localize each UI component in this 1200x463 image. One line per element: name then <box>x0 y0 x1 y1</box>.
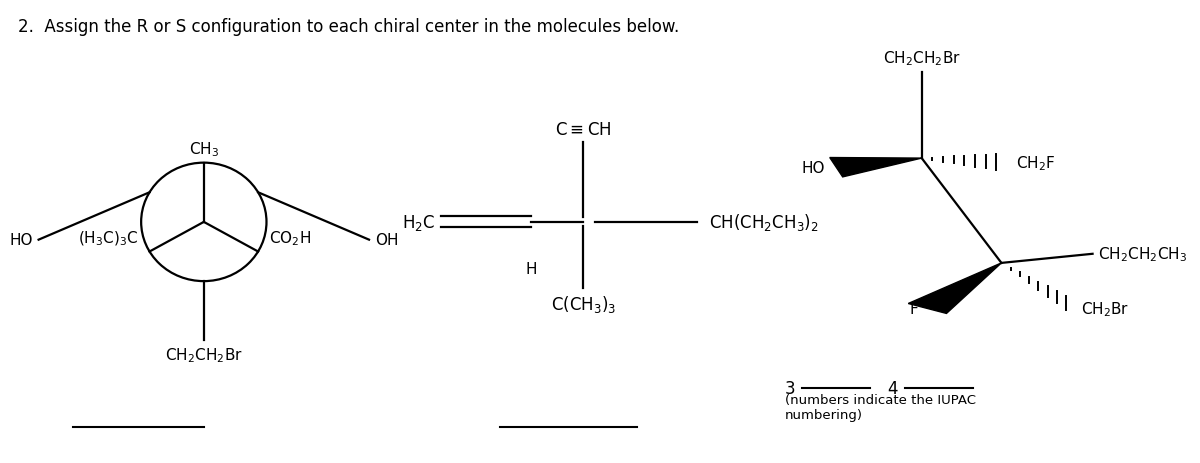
Text: CH$_2$CH$_2$Br: CH$_2$CH$_2$Br <box>164 345 242 364</box>
Text: C$\equiv$CH: C$\equiv$CH <box>556 120 612 138</box>
Text: F: F <box>910 301 918 316</box>
Text: 4: 4 <box>888 379 898 397</box>
Text: CH$_2$Br: CH$_2$Br <box>1081 300 1129 318</box>
Text: 2.  Assign the R or S configuration to each chiral center in the molecules below: 2. Assign the R or S configuration to ea… <box>18 18 679 36</box>
Text: C(CH$_3$)$_3$: C(CH$_3$)$_3$ <box>551 293 616 314</box>
Text: H: H <box>526 261 536 276</box>
Text: CH(CH$_2$CH$_3$)$_2$: CH(CH$_2$CH$_3$)$_2$ <box>708 212 818 233</box>
Polygon shape <box>829 158 922 177</box>
Text: (numbers indicate the IUPAC
numbering): (numbers indicate the IUPAC numbering) <box>785 393 976 421</box>
Text: HO: HO <box>802 160 824 175</box>
Text: (H$_3$C)$_3$C: (H$_3$C)$_3$C <box>78 229 138 247</box>
Text: CH$_2$CH$_2$Br: CH$_2$CH$_2$Br <box>883 49 960 68</box>
Text: CH$_2$CH$_2$CH$_3$: CH$_2$CH$_2$CH$_3$ <box>1098 245 1188 263</box>
Text: CH$_3$: CH$_3$ <box>188 140 218 159</box>
Text: 3: 3 <box>785 379 796 397</box>
Text: CO$_2$H: CO$_2$H <box>270 229 312 247</box>
Text: H$_2$C: H$_2$C <box>402 213 436 232</box>
Polygon shape <box>908 263 1002 314</box>
Text: OH: OH <box>374 232 398 248</box>
Text: HO: HO <box>10 232 32 248</box>
Text: CH$_2$F: CH$_2$F <box>1016 154 1056 173</box>
